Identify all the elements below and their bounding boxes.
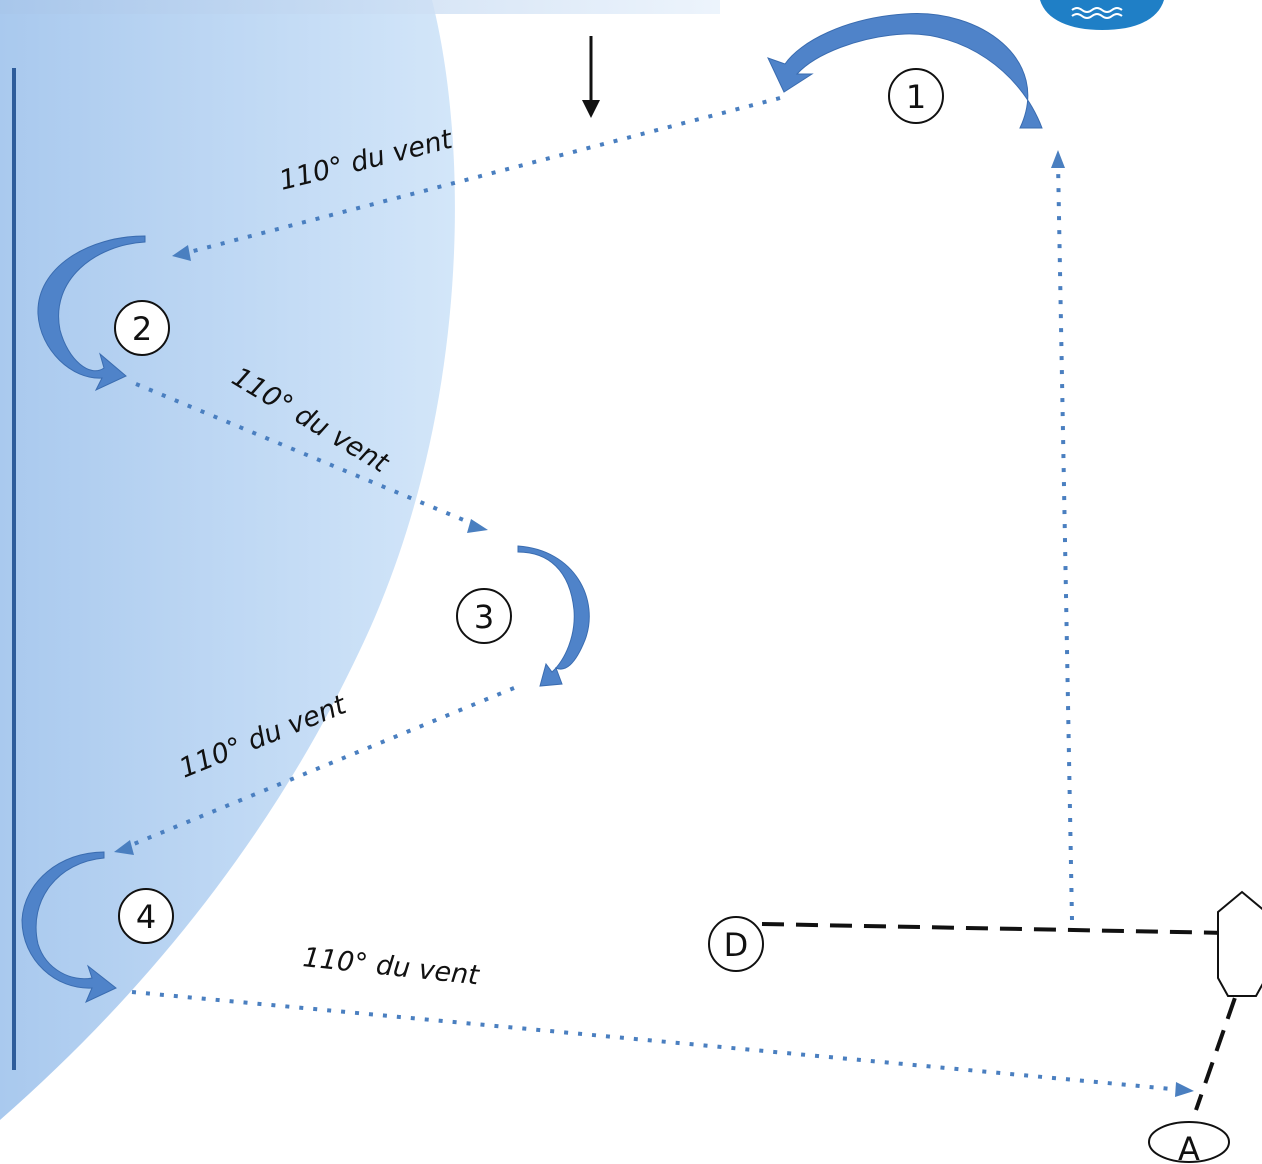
leg-start-to-1: [1056, 161, 1074, 921]
mark-1: 1: [888, 68, 944, 124]
mark-4-label: 4: [136, 898, 156, 936]
mark-1-label: 1: [906, 78, 926, 116]
leg-1-to-2-arrowhead: [172, 245, 191, 261]
turn-arrow-mark-4: [21, 851, 117, 1004]
mark-2-label: 2: [132, 310, 152, 348]
mark-start-label: D: [724, 926, 749, 964]
finish-line: [1194, 965, 1248, 1111]
mark-finish-label: A: [1178, 1130, 1200, 1164]
leg-label-4-to-finish: 110° du vent: [301, 942, 481, 991]
leg-2-to-3-arrowhead: [467, 519, 488, 533]
mark-finish: A: [1148, 1121, 1230, 1164]
mark-2: 2: [114, 300, 170, 356]
water-area: [0, 0, 455, 1120]
boat-icon: [1217, 890, 1262, 997]
leg-start-arrowhead: [1051, 150, 1065, 168]
leg-3-to-4: [123, 686, 515, 850]
leg-3-to-4-arrowhead: [114, 840, 134, 855]
wind-arrow-icon: [582, 36, 600, 118]
mark-4: 4: [118, 888, 174, 944]
mark-3-label: 3: [474, 598, 494, 636]
top-band: [0, 0, 720, 14]
start-line: [761, 922, 1229, 935]
leg-1-to-2: [181, 96, 781, 256]
mark-3: 3: [456, 588, 512, 644]
turn-arrow-mark-2: [37, 235, 146, 392]
mark-start: D: [708, 916, 764, 972]
sailing-club-logo-icon: [1040, 0, 1164, 30]
turn-arrow-mark-1: [767, 13, 1043, 129]
leg-4-to-finish: [131, 990, 1183, 1092]
leg-4-to-finish-arrowhead: [1175, 1082, 1194, 1097]
leg-2-to-3: [135, 382, 479, 528]
turn-arrow-mark-3: [517, 545, 590, 687]
